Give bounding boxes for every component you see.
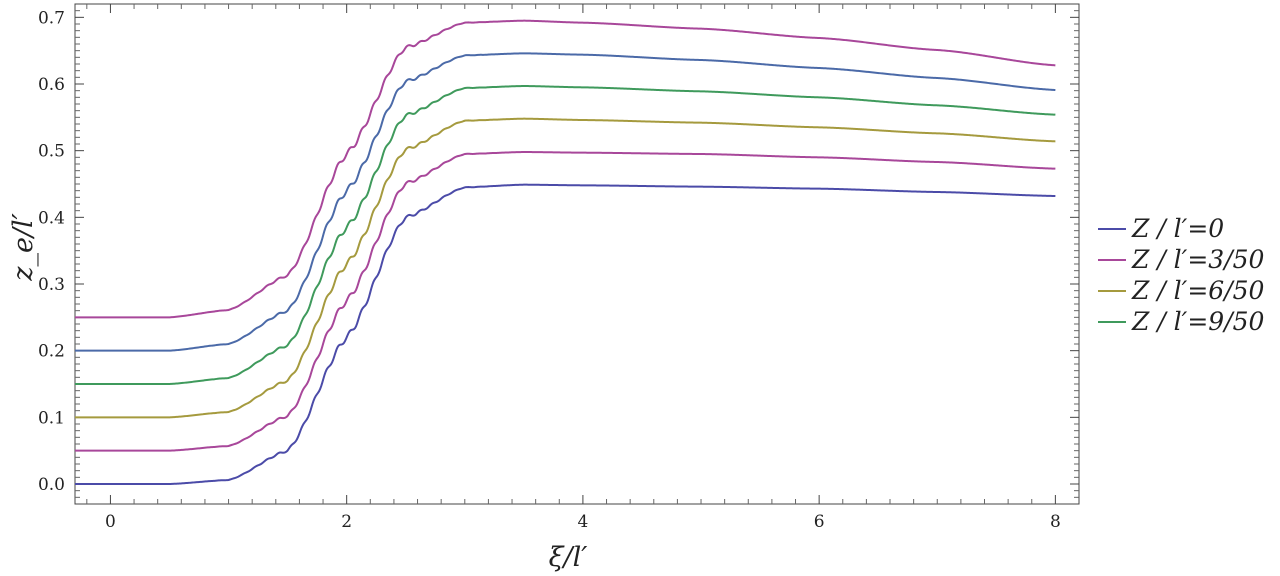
- legend-label: Z / l′=6/50: [1131, 276, 1265, 305]
- plot-frame: [74, 3, 1080, 505]
- y-tick-label: 0.5: [38, 142, 65, 162]
- legend-label: Z / l′=0: [1131, 214, 1224, 243]
- y-tick-label: 0.1: [38, 408, 65, 428]
- series-line-5: [75, 19, 1056, 319]
- x-tick-label: 2: [341, 512, 352, 532]
- y-axis-label: z_e/l′: [8, 213, 39, 282]
- series-layer: [75, 19, 1056, 485]
- y-tick-label: 0.4: [38, 208, 65, 228]
- series-line-1: [75, 151, 1056, 452]
- tick-labels: 0 2 4 6 8 0.0 0.1 0.2 0.3 0.4 0.5 0.6 0.7: [38, 8, 1061, 532]
- x-tick-label: 0: [105, 512, 116, 532]
- series-line-3: [75, 84, 1056, 385]
- series-line-2: [75, 117, 1056, 419]
- y-tick-label: 0.0: [38, 475, 65, 495]
- y-tick-label: 0.7: [38, 8, 65, 28]
- series-line-0: [75, 183, 1056, 485]
- legend-label: Z / l′=9/50: [1131, 307, 1265, 336]
- legend: Z / l′=0Z / l′=3/50Z / l′=6/50Z / l′=9/5…: [1098, 214, 1265, 336]
- ticks: [75, 4, 1079, 504]
- legend-label: Z / l′=3/50: [1131, 245, 1265, 274]
- x-tick-label: 6: [814, 512, 825, 532]
- series-line-4: [75, 52, 1056, 352]
- y-tick-label: 0.2: [38, 342, 65, 362]
- x-axis-label: ξ/l′: [549, 542, 588, 573]
- y-tick-label: 0.6: [38, 75, 65, 95]
- x-tick-label: 8: [1050, 512, 1061, 532]
- y-tick-label: 0.3: [38, 275, 65, 295]
- x-tick-label: 4: [577, 512, 588, 532]
